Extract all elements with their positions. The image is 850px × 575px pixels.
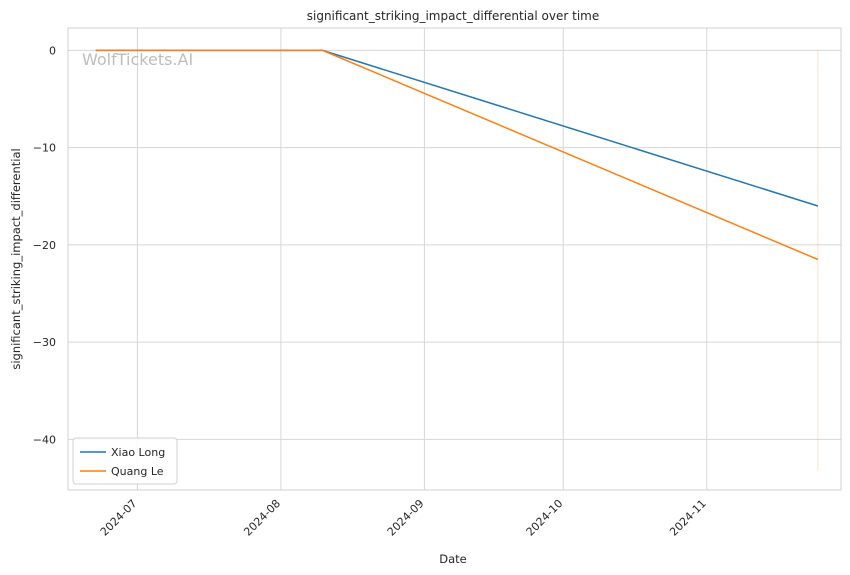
x-axis-ticks: 2024-07 2024-08 2024-09 2024-10 2024-11 [98,497,709,539]
y-tick-label: 0 [49,44,56,57]
series-line-xiao-long [95,49,819,207]
legend-box [72,437,178,485]
x-tick-label: 2024-07 [98,497,140,539]
x-tick-label: 2024-08 [241,497,283,539]
y-tick-label: −30 [33,336,56,349]
watermark: WolfTickets.AI [82,50,193,69]
y-tick-label: −20 [33,239,56,252]
x-tick-label: 2024-10 [524,497,566,539]
legend-label-quang-le: Quang Le [111,465,164,478]
grid [68,28,841,490]
chart-title: significant_striking_impact_differential… [307,9,599,23]
y-axis-label: significant_striking_impact_differential [9,148,23,369]
x-tick-label: 2024-11 [667,497,709,539]
series-line-quang-le [95,49,819,261]
y-tick-label: −10 [33,142,56,155]
y-axis-ticks: 0 −10 −20 −30 −40 [33,44,56,446]
x-tick-label: 2024-09 [385,497,427,539]
legend-label-xiao-long: Xiao Long [111,446,165,459]
series-layer [95,49,819,471]
plot-area-frame [67,27,842,491]
y-tick-label: −40 [33,433,56,446]
x-axis-label: Date [439,552,467,566]
legend: Xiao Long Quang Le [72,437,178,485]
